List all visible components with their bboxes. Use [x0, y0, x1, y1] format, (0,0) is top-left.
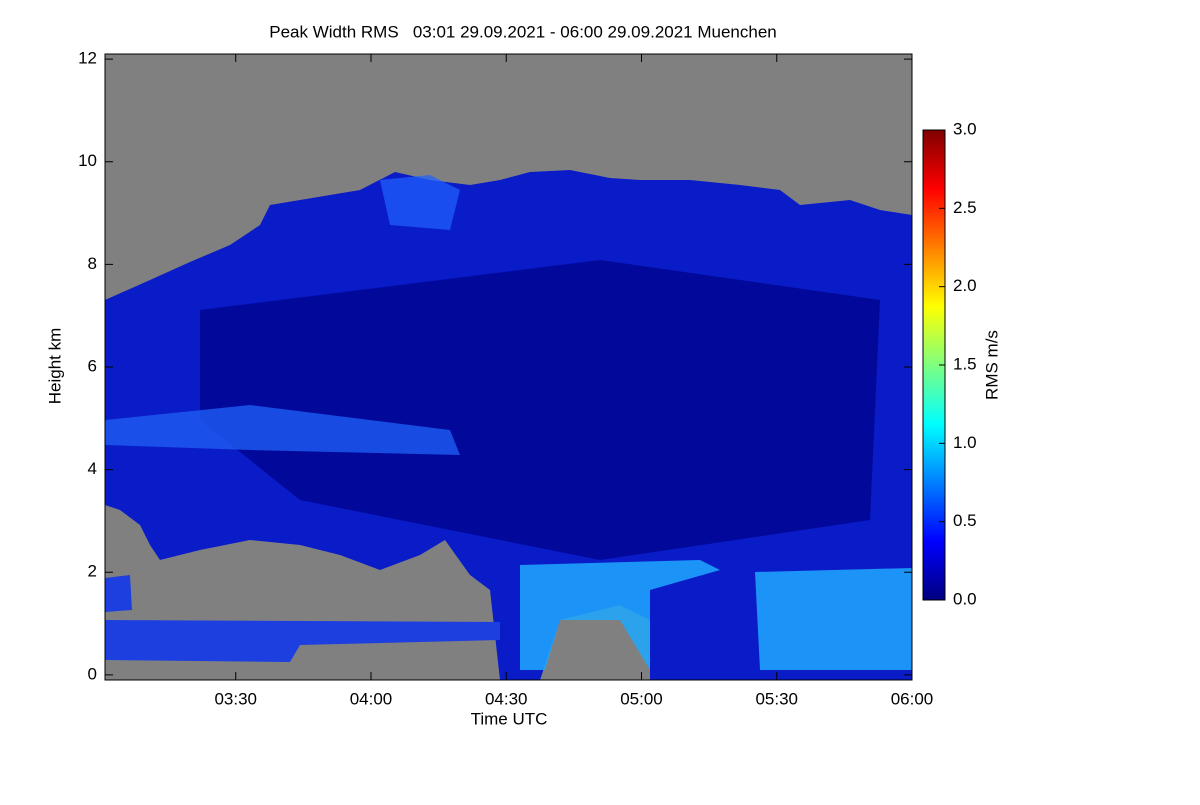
colorbar-tick-label: 0.0	[953, 589, 977, 608]
echo-streak	[105, 405, 460, 455]
field	[105, 170, 912, 680]
echo-streak	[380, 175, 460, 230]
echo-streak	[105, 575, 500, 662]
y-tick-label: 12	[78, 49, 97, 68]
x-tick-label: 04:30	[485, 689, 528, 708]
colorbar-tick-label: 1.5	[953, 354, 977, 373]
chart-title: Peak Width RMS 03:01 29.09.2021 - 06:00 …	[269, 22, 777, 41]
y-tick-label: 6	[88, 356, 97, 375]
colorbar-tick-label: 0.5	[953, 511, 977, 530]
x-tick-label: 05:30	[755, 689, 798, 708]
colorbar-tick-label: 2.5	[953, 198, 977, 217]
y-tick-label: 0	[88, 664, 97, 683]
x-axis-label: Time UTC	[471, 709, 548, 728]
x-tick-label: 05:00	[620, 689, 663, 708]
y-tick-label: 8	[88, 254, 97, 273]
colorbar-tick-label: 1.0	[953, 433, 977, 452]
y-tick-label: 10	[78, 151, 97, 170]
x-tick-label: 03:30	[214, 689, 257, 708]
y-axis-label: Height km	[45, 328, 64, 405]
y-tick-label: 2	[88, 562, 97, 581]
echo-core	[200, 260, 880, 560]
colorbar-tick-label: 2.0	[953, 276, 977, 295]
x-tick-label: 06:00	[891, 689, 934, 708]
y-tick-label: 4	[88, 459, 97, 478]
echo-streak	[520, 560, 720, 670]
echo-streak	[755, 568, 912, 670]
colorbar-label: RMS m/s	[982, 330, 1001, 400]
x-tick-label: 04:00	[350, 689, 393, 708]
colorbar-tick-label: 3.0	[953, 119, 977, 138]
